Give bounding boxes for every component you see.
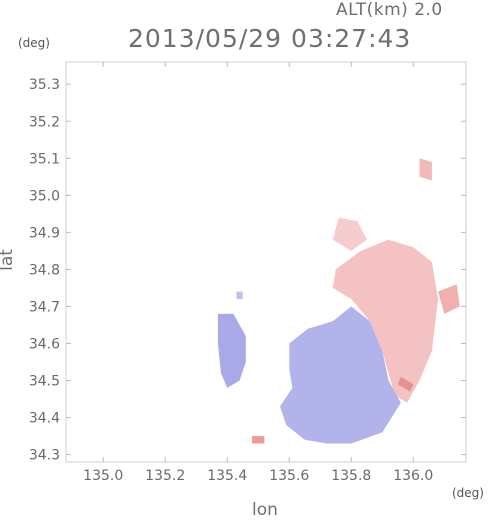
y-tick: 34.8 (29, 262, 466, 278)
x-tick: 135.6 (269, 62, 309, 484)
y-tick: 34.9 (29, 225, 466, 241)
region-receding-east-band (438, 284, 460, 314)
x-tick: 136.0 (393, 62, 433, 484)
x-tick-label: 135.8 (331, 468, 371, 484)
x-tick: 135.0 (83, 62, 123, 484)
region-receding-main (332, 239, 439, 403)
altitude-label: ALT(km) 2.0 (336, 0, 443, 20)
y-tick: 35.0 (29, 188, 466, 204)
y-tick-label: 34.9 (29, 225, 60, 241)
y-tick-label: 35.2 (29, 114, 60, 130)
y-tick: 35.1 (29, 151, 466, 167)
y-tick-label: 35.3 (29, 77, 60, 93)
x-axis-unit: (deg) (452, 486, 484, 500)
velocity-regions (217, 158, 460, 444)
y-tick: 34.3 (29, 448, 466, 464)
y-tick-label: 35.0 (29, 188, 60, 204)
y-tick: 34.4 (29, 411, 466, 427)
y-tick-label: 35.1 (29, 151, 60, 167)
y-tick: 34.5 (29, 374, 466, 390)
y-ticks: 34.3 34.4 34.5 34.6 34.7 34.8 34.9 35.0 35.1 35.2… (29, 77, 466, 464)
y-tick: 34.6 (29, 336, 466, 352)
y-tick: 35.2 (29, 114, 466, 130)
y-tick-label: 34.3 (29, 448, 60, 464)
y-tick-label: 34.6 (29, 336, 60, 352)
timestamp-title: 2013/05/29 03:27:43 (128, 24, 412, 53)
x-tick-label: 135.2 (145, 468, 185, 484)
region-receding-se-streak (397, 376, 414, 392)
x-axis-label: lon (252, 500, 278, 520)
region-approaching-nw-patch (236, 291, 243, 299)
region-approaching-west (217, 313, 246, 388)
x-tick-label: 135.4 (207, 468, 247, 484)
y-tick-label: 34.8 (29, 262, 60, 278)
x-tick: 135.8 (331, 62, 371, 484)
y-tick-label: 34.5 (29, 374, 60, 390)
region-receding-far-ne (419, 158, 432, 181)
y-tick-label: 34.7 (29, 299, 60, 315)
x-tick-label: 135.6 (269, 468, 309, 484)
region-approaching-south (280, 306, 401, 444)
x-tick: 135.2 (145, 62, 185, 484)
x-ticks: 135.0 135.2 135.4 135.6 135.8 136.0 (83, 62, 433, 484)
x-tick-label: 136.0 (393, 468, 433, 484)
y-tick-label: 34.4 (29, 411, 60, 427)
y-axis-unit: (deg) (18, 36, 50, 50)
region-receding-sw-echo (252, 436, 265, 444)
plot-frame (65, 61, 467, 463)
y-tick: 35.3 (29, 77, 466, 93)
region-receding-north (332, 217, 367, 251)
y-tick: 34.7 (29, 299, 466, 315)
x-tick: 135.4 (207, 62, 247, 484)
x-tick-label: 135.0 (83, 468, 123, 484)
